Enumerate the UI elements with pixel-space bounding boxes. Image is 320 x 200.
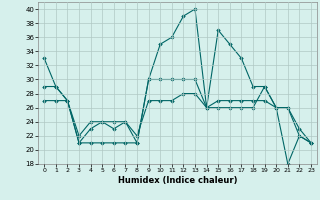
X-axis label: Humidex (Indice chaleur): Humidex (Indice chaleur)	[118, 176, 237, 185]
